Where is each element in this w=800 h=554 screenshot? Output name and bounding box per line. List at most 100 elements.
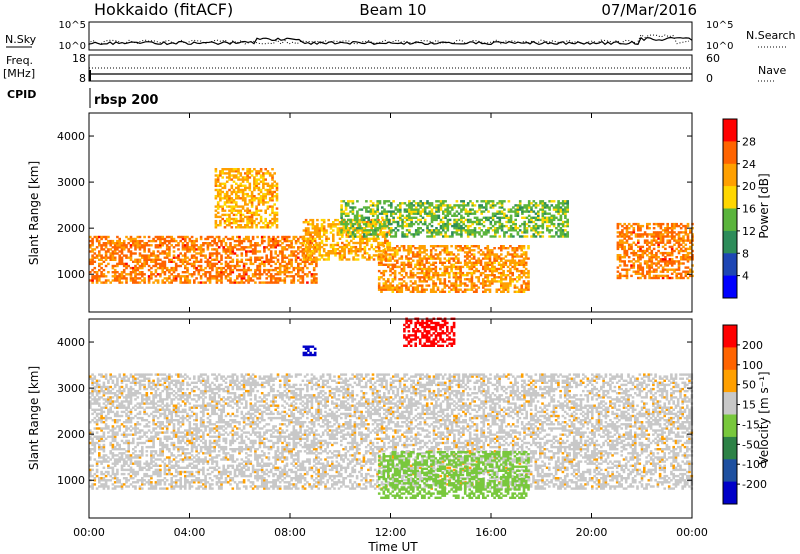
cell <box>107 400 110 403</box>
cell <box>320 239 324 243</box>
cell <box>136 260 140 263</box>
cell <box>389 288 392 291</box>
cell <box>557 210 560 213</box>
cell <box>521 206 524 209</box>
cell <box>459 269 462 273</box>
cell <box>435 227 438 230</box>
cell <box>437 204 441 207</box>
cell <box>469 229 472 232</box>
cell <box>646 222 649 226</box>
cell <box>313 231 317 234</box>
cell <box>356 200 359 203</box>
cell <box>652 222 656 226</box>
cell <box>107 479 110 482</box>
cell <box>500 265 503 269</box>
cell <box>351 227 355 230</box>
cell <box>268 190 272 194</box>
cell <box>281 242 284 245</box>
cell <box>491 261 494 264</box>
cell <box>509 261 512 264</box>
cell <box>336 241 340 245</box>
cell <box>102 394 106 397</box>
cell <box>211 244 214 247</box>
cell <box>414 210 418 213</box>
cell <box>352 229 355 232</box>
cell <box>159 246 162 249</box>
cell <box>347 222 350 226</box>
cell <box>91 239 94 243</box>
cell <box>89 262 92 266</box>
cell <box>498 206 502 209</box>
cell <box>109 458 112 461</box>
cell <box>442 235 445 238</box>
cell <box>118 242 121 245</box>
cell <box>91 392 94 395</box>
cell <box>442 224 445 228</box>
cell <box>450 253 453 256</box>
cell <box>269 260 273 263</box>
cell <box>129 252 133 255</box>
cell <box>273 217 276 221</box>
cell <box>104 483 108 486</box>
cell <box>292 250 296 253</box>
cell <box>359 250 362 253</box>
cell <box>120 244 124 247</box>
cell <box>95 381 99 384</box>
cell <box>677 249 681 253</box>
cell <box>675 272 678 275</box>
cell <box>208 279 212 282</box>
cell <box>409 261 413 264</box>
cell <box>181 244 185 247</box>
cell <box>156 256 160 259</box>
cell <box>650 233 654 236</box>
cell <box>505 220 508 224</box>
cell <box>387 218 391 222</box>
cell <box>485 202 488 205</box>
cell <box>246 209 249 212</box>
cell <box>100 477 103 480</box>
cell <box>689 268 692 271</box>
cell <box>450 288 453 291</box>
cell <box>208 273 212 276</box>
cell <box>488 249 492 252</box>
cell <box>682 254 685 257</box>
cell <box>134 277 137 280</box>
cell <box>661 254 665 257</box>
cell <box>616 245 620 249</box>
cell <box>434 257 438 260</box>
cell <box>309 245 312 249</box>
cell <box>418 290 422 293</box>
cell <box>116 235 119 239</box>
cell <box>254 273 257 276</box>
cell <box>393 288 397 291</box>
cell <box>623 254 626 257</box>
cell <box>113 258 117 261</box>
cell <box>511 265 514 269</box>
cell <box>258 250 262 253</box>
cell <box>513 278 517 281</box>
cell <box>543 218 547 222</box>
cell <box>202 254 205 257</box>
cell <box>224 248 228 251</box>
cell <box>147 248 151 251</box>
cell <box>430 216 434 219</box>
cell <box>500 206 504 209</box>
cell <box>186 277 189 280</box>
cell <box>359 241 362 245</box>
cell <box>349 210 352 213</box>
cell <box>215 242 219 245</box>
cell <box>161 279 164 282</box>
cell <box>387 288 390 291</box>
cell <box>329 225 333 228</box>
cell <box>310 252 314 255</box>
cell <box>91 452 94 455</box>
cell <box>507 229 511 232</box>
cell <box>273 219 276 223</box>
cell <box>423 208 427 211</box>
cell <box>177 258 180 261</box>
cell <box>306 260 309 263</box>
cell <box>350 233 353 236</box>
cell <box>241 197 245 200</box>
cell <box>666 254 669 257</box>
cell <box>675 247 678 251</box>
